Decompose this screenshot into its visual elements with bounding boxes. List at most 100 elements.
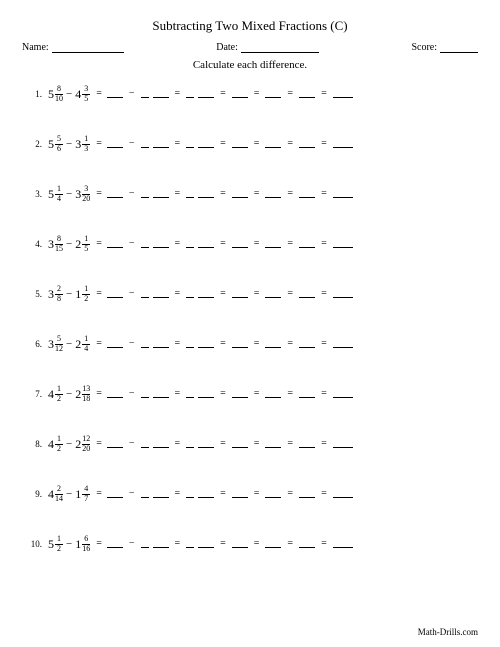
answer-blank[interactable] bbox=[232, 391, 248, 398]
answer-blank[interactable] bbox=[141, 291, 149, 298]
answer-blank[interactable] bbox=[333, 541, 353, 548]
answer-blank[interactable] bbox=[299, 491, 315, 498]
answer-blank[interactable] bbox=[333, 291, 353, 298]
equals-sign: = bbox=[175, 489, 181, 499]
answer-blank[interactable] bbox=[232, 191, 248, 198]
answer-blank[interactable] bbox=[198, 391, 214, 398]
answer-blank[interactable] bbox=[153, 391, 169, 398]
answer-blank[interactable] bbox=[198, 241, 214, 248]
answer-blank[interactable] bbox=[265, 91, 281, 98]
problem-row: 4.3815−215=−===== bbox=[22, 235, 478, 253]
answer-blank[interactable] bbox=[153, 141, 169, 148]
answer-blank[interactable] bbox=[299, 141, 315, 148]
answer-blank[interactable] bbox=[186, 241, 194, 248]
answer-blank[interactable] bbox=[141, 441, 149, 448]
answer-blank[interactable] bbox=[186, 291, 194, 298]
answer-blank[interactable] bbox=[333, 491, 353, 498]
answer-blank[interactable] bbox=[265, 491, 281, 498]
answer-blank[interactable] bbox=[107, 141, 123, 148]
answer-blank[interactable] bbox=[265, 341, 281, 348]
answer-blank[interactable] bbox=[107, 441, 123, 448]
answer-blank[interactable] bbox=[186, 141, 194, 148]
answer-blank[interactable] bbox=[153, 291, 169, 298]
answer-blank[interactable] bbox=[153, 341, 169, 348]
equals-sign: = bbox=[96, 539, 102, 549]
answer-blank[interactable] bbox=[232, 441, 248, 448]
answer-blank[interactable] bbox=[265, 541, 281, 548]
answer-blank[interactable] bbox=[299, 391, 315, 398]
answer-blank[interactable] bbox=[299, 191, 315, 198]
answer-blank[interactable] bbox=[186, 391, 194, 398]
answer-blank[interactable] bbox=[265, 241, 281, 248]
problem-number: 4. bbox=[22, 240, 48, 249]
answer-blank[interactable] bbox=[107, 391, 123, 398]
answer-blank[interactable] bbox=[141, 341, 149, 348]
answer-blank[interactable] bbox=[299, 91, 315, 98]
name-blank[interactable] bbox=[52, 42, 124, 53]
answer-blank[interactable] bbox=[107, 291, 123, 298]
answer-blank[interactable] bbox=[198, 291, 214, 298]
equals-sign: = bbox=[254, 289, 260, 299]
answer-blank[interactable] bbox=[232, 241, 248, 248]
answer-blank[interactable] bbox=[299, 441, 315, 448]
answer-blank[interactable] bbox=[141, 541, 149, 548]
answer-blank[interactable] bbox=[107, 91, 123, 98]
answer-blank[interactable] bbox=[333, 241, 353, 248]
answer-blank[interactable] bbox=[153, 491, 169, 498]
answer-blank[interactable] bbox=[141, 91, 149, 98]
answer-blank[interactable] bbox=[153, 91, 169, 98]
answer-blank[interactable] bbox=[153, 441, 169, 448]
answer-blank[interactable] bbox=[232, 291, 248, 298]
answer-blank[interactable] bbox=[265, 191, 281, 198]
answer-blank[interactable] bbox=[232, 141, 248, 148]
answer-blank[interactable] bbox=[232, 341, 248, 348]
answer-blank[interactable] bbox=[186, 191, 194, 198]
answer-blank[interactable] bbox=[153, 541, 169, 548]
answer-blank[interactable] bbox=[186, 341, 194, 348]
answer-blank[interactable] bbox=[333, 441, 353, 448]
answer-blank[interactable] bbox=[186, 541, 194, 548]
answer-blank[interactable] bbox=[299, 291, 315, 298]
answer-blank[interactable] bbox=[141, 191, 149, 198]
answer-blank[interactable] bbox=[232, 491, 248, 498]
answer-blank[interactable] bbox=[107, 191, 123, 198]
answer-blank[interactable] bbox=[265, 441, 281, 448]
answer-blank[interactable] bbox=[333, 141, 353, 148]
score-blank[interactable] bbox=[440, 42, 478, 53]
equals-sign: = bbox=[254, 339, 260, 349]
answer-blank[interactable] bbox=[198, 91, 214, 98]
equals-sign: = bbox=[254, 439, 260, 449]
answer-blank[interactable] bbox=[198, 191, 214, 198]
answer-blank[interactable] bbox=[107, 241, 123, 248]
answer-blank[interactable] bbox=[141, 491, 149, 498]
answer-blank[interactable] bbox=[232, 541, 248, 548]
answer-blank[interactable] bbox=[265, 291, 281, 298]
answer-blank[interactable] bbox=[198, 341, 214, 348]
answer-blank[interactable] bbox=[333, 191, 353, 198]
answer-blank[interactable] bbox=[141, 391, 149, 398]
answer-blank[interactable] bbox=[186, 491, 194, 498]
answer-blank[interactable] bbox=[107, 341, 123, 348]
answer-blank[interactable] bbox=[232, 91, 248, 98]
answer-blank[interactable] bbox=[299, 341, 315, 348]
answer-blank[interactable] bbox=[153, 191, 169, 198]
date-blank[interactable] bbox=[241, 42, 319, 53]
answer-blank[interactable] bbox=[186, 441, 194, 448]
answer-blank[interactable] bbox=[186, 91, 194, 98]
answer-blank[interactable] bbox=[107, 491, 123, 498]
answer-blank[interactable] bbox=[198, 441, 214, 448]
answer-blank[interactable] bbox=[198, 141, 214, 148]
answer-blank[interactable] bbox=[333, 391, 353, 398]
answer-blank[interactable] bbox=[333, 341, 353, 348]
answer-blank[interactable] bbox=[153, 241, 169, 248]
answer-blank[interactable] bbox=[299, 241, 315, 248]
answer-blank[interactable] bbox=[333, 91, 353, 98]
answer-blank[interactable] bbox=[265, 141, 281, 148]
answer-blank[interactable] bbox=[141, 241, 149, 248]
answer-blank[interactable] bbox=[299, 541, 315, 548]
answer-blank[interactable] bbox=[265, 391, 281, 398]
answer-blank[interactable] bbox=[107, 541, 123, 548]
answer-blank[interactable] bbox=[198, 491, 214, 498]
answer-blank[interactable] bbox=[141, 141, 149, 148]
answer-blank[interactable] bbox=[198, 541, 214, 548]
